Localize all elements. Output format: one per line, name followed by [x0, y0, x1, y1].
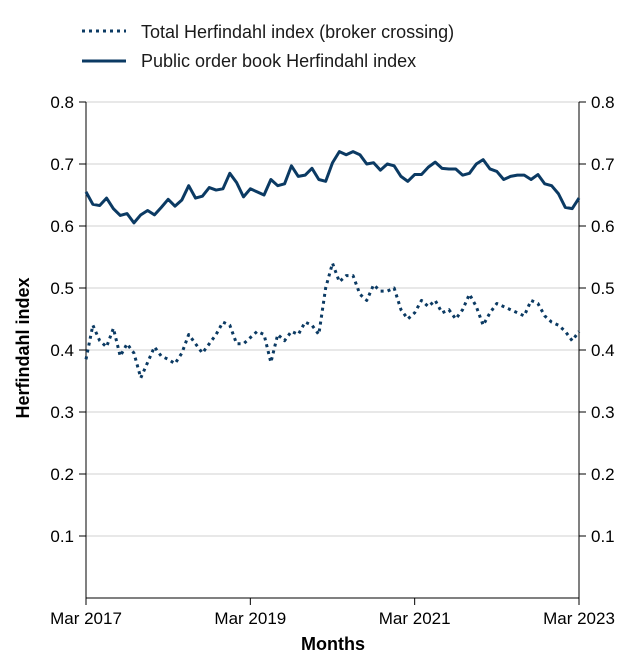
y-tick-label-left: 0.1 — [50, 527, 74, 546]
y-tick-label-right: 0.8 — [591, 93, 615, 112]
y-axis-right: 0.1 0.2 0.3 0.4 0.5 0.6 0.7 0.8 — [578, 93, 615, 598]
x-tick-label: Mar 2017 — [50, 609, 122, 628]
y-tick-label-left: 0.5 — [50, 279, 74, 298]
y-tick-label-right: 0.4 — [591, 341, 615, 360]
y-tick-label-right: 0.7 — [591, 155, 615, 174]
y-axis-title: Herfindahl index — [13, 277, 33, 418]
legend-label-public: Public order book Herfindahl index — [141, 51, 416, 71]
y-axis-left: 0.1 0.2 0.3 0.4 0.5 0.6 0.7 0.8 — [50, 93, 87, 598]
series-line-total — [84, 261, 581, 380]
series-line-public — [84, 150, 581, 225]
y-tick-label-left: 0.6 — [50, 217, 74, 236]
y-tick-label-left: 0.8 — [50, 93, 74, 112]
y-tick-label-right: 0.1 — [591, 527, 615, 546]
y-tick-label-left: 0.7 — [50, 155, 74, 174]
y-tick-label-right: 0.5 — [591, 279, 615, 298]
y-tick-label-left: 0.3 — [50, 403, 74, 422]
x-tick-label: Mar 2021 — [379, 609, 451, 628]
x-axis-title: Months — [301, 634, 365, 654]
x-tick-label: Mar 2019 — [214, 609, 286, 628]
legend: Total Herfindahl index (broker crossing)… — [82, 22, 454, 71]
x-tick-label: Mar 2023 — [543, 609, 615, 628]
series-layer — [84, 150, 581, 380]
x-axis: Mar 2017 Mar 2019 Mar 2021 Mar 2023 — [50, 597, 615, 628]
y-tick-label-right: 0.6 — [591, 217, 615, 236]
legend-label-total: Total Herfindahl index (broker crossing) — [141, 22, 454, 42]
y-tick-label-right: 0.3 — [591, 403, 615, 422]
y-tick-label-right: 0.2 — [591, 465, 615, 484]
y-tick-label-left: 0.2 — [50, 465, 74, 484]
y-tick-label-left: 0.4 — [50, 341, 74, 360]
